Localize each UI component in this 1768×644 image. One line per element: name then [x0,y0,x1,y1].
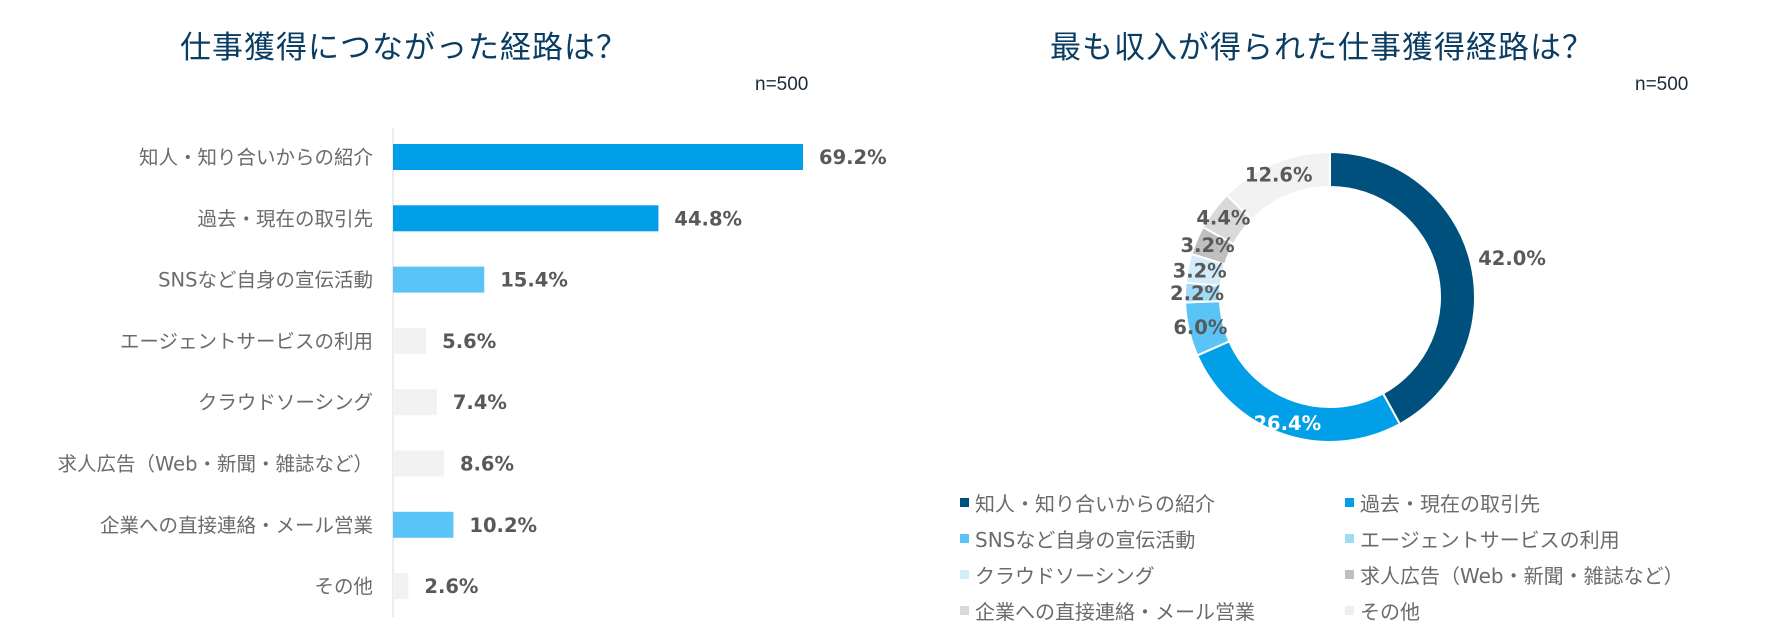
bar-category-label: 企業への直接連絡・メール営業 [100,514,373,537]
legend-swatch [960,533,969,543]
legend-swatch [1345,569,1354,579]
bar-value-label: 44.8% [674,207,742,230]
bar-category-label: エージェントサービスの利用 [120,330,373,353]
bar-category-label: クラウドソーシング [198,391,373,414]
legend-swatch [1345,605,1354,615]
bar-category-label: その他 [314,575,373,598]
legend-item: 求人広告（Web・新聞・雑誌など） [1345,559,1750,589]
donut-value-label: 12.6% [1245,163,1313,186]
bar-7 [393,511,454,538]
donut-chart-title: 最も収入が得られた仕事獲得経路は？ [1050,30,1594,66]
bar-chart-sample-size: n=500 [755,74,809,95]
legend-label: 求人広告（Web・新聞・雑誌など） [1360,563,1684,588]
bar-category-label: 求人広告（Web・新聞・雑誌など） [57,453,373,476]
legend-item: 知人・知り合いからの紹介 [960,487,1345,517]
bar-chart-panel: 仕事獲得につながった経路は？ n=500 知人・知り合いからの紹介 69.2% 過去… [57,30,887,617]
legend-swatch [960,569,969,579]
legend-item: クラウドソーシング [960,559,1345,589]
bar-8 [393,573,409,600]
donut-value-label: 3.2% [1181,234,1235,257]
donut-slice-8 [1225,150,1331,222]
donut-chart: 42.0%26.4%6.0%2.2%3.2%3.2%4.4%12.6% [1170,150,1546,443]
bar-value-label: 5.6% [442,330,496,353]
bar-value-label: 10.2% [469,514,537,537]
bar-3 [393,266,485,293]
bar-2 [393,205,659,232]
bar-value-label: 15.4% [500,269,568,292]
legend-swatch [960,497,969,507]
legend-label: SNSなど自身の宣伝活動 [975,527,1196,552]
legend-label: エージェントサービスの利用 [1360,527,1620,552]
bar-category-label: SNSなど自身の宣伝活動 [158,269,373,292]
bar-chart: 知人・知り合いからの紹介 69.2% 過去・現在の取引先 44.8% SNSなど自身の宣… [57,128,887,617]
donut-value-label: 3.2% [1173,259,1227,282]
legend-item: SNSなど自身の宣伝活動 [960,523,1345,553]
bar-value-label: 2.6% [424,575,478,598]
donut-value-label: 2.2% [1170,282,1224,305]
legend-item: エージェントサービスの利用 [1345,523,1750,553]
legend-label: 企業への直接連絡・メール営業 [975,599,1255,624]
bar-category-label: 過去・現在の取引先 [197,207,373,230]
legend-label: 知人・知り合いからの紹介 [975,491,1215,516]
legend-label: 過去・現在の取引先 [1360,491,1540,516]
legend-label: その他 [1360,599,1420,624]
bar-value-label: 69.2% [819,146,887,169]
bar-4 [393,327,427,354]
legend-swatch [1345,533,1354,543]
donut-value-label: 6.0% [1173,316,1227,339]
bar-chart-title: 仕事獲得につながった経路は？ [180,30,628,66]
donut-chart-sample-size: n=500 [1635,74,1689,95]
bar-6 [393,450,444,477]
donut-slice-1 [1329,150,1476,426]
bar-1 [393,144,803,170]
donut-chart-panel: 最も収入が得られた仕事獲得経路は？ n=500 42.0% 26.4% 6.0% 2.… [900,0,1768,644]
donut-value-label: 42.0% [1478,247,1546,270]
donut-value-label: 26.4% [1253,412,1321,435]
legend-label: クラウドソーシング [975,563,1155,588]
legend-item: 過去・現在の取引先 [1345,487,1750,517]
legend-item: その他 [1345,595,1750,625]
bar-5 [393,389,437,416]
legend-swatch [1345,497,1354,507]
donut-legend: 知人・知り合いからの紹介 過去・現在の取引先 SNSなど自身の宣伝活動 エージェントサ… [960,487,1750,625]
donut-value-label: 4.4% [1196,206,1250,229]
legend-item: 企業への直接連絡・メール営業 [960,595,1345,625]
bar-value-label: 7.4% [453,391,507,414]
bar-category-label: 知人・知り合いからの紹介 [139,146,374,169]
bar-value-label: 8.6% [460,453,514,476]
legend-swatch [960,605,969,615]
